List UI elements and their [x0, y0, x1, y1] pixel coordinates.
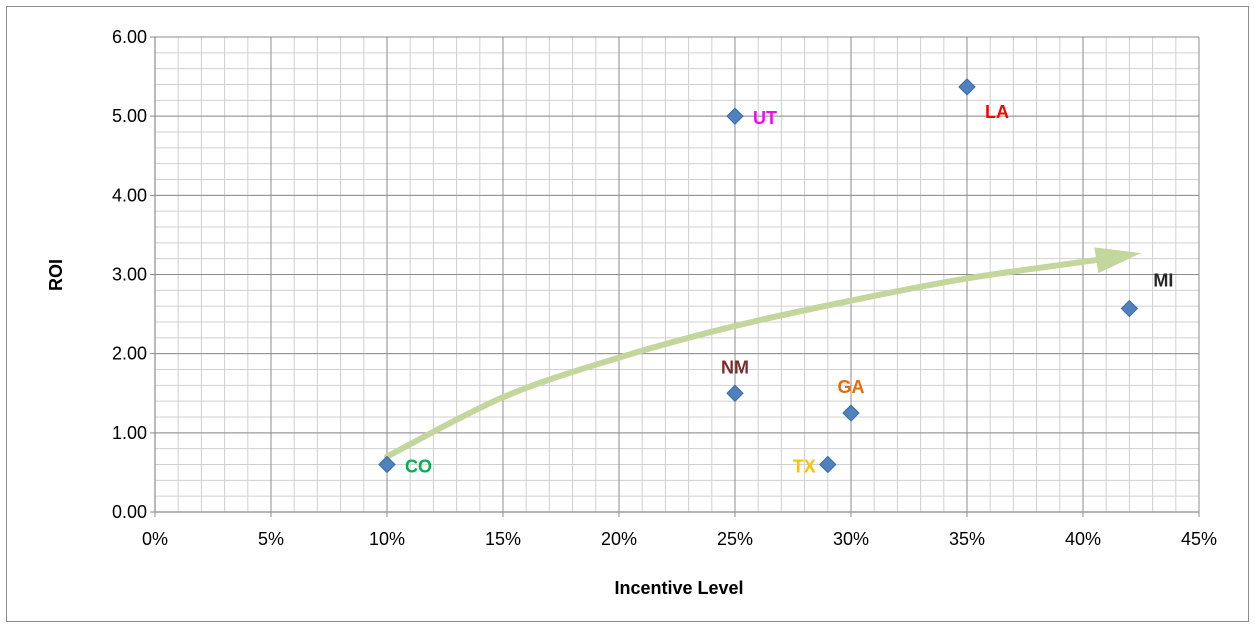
data-point-mi	[1120, 299, 1139, 318]
y-tick-label: 3.00	[112, 265, 147, 285]
trend-arrow-head	[1094, 247, 1141, 274]
axes	[154, 37, 1199, 513]
point-label-co: CO	[405, 457, 432, 477]
data-point-co	[378, 455, 396, 474]
point-label-nm: NM	[721, 357, 749, 377]
y-tick-label: 5.00	[112, 106, 147, 126]
x-tick-label: 40%	[1065, 529, 1101, 549]
data-point-ut	[726, 107, 744, 125]
chart-frame: 0% 5% 10% 15% 20% 25% 30% 35% 40% 45% 0.00 1.00 2.0…	[6, 6, 1249, 622]
y-tick-label: 1.00	[112, 423, 147, 443]
data-point-nm	[726, 384, 744, 402]
point-label-la: LA	[985, 102, 1009, 122]
x-tick-label: 5%	[258, 529, 284, 549]
point-labels: CO UT NM TX GA LA MI	[405, 102, 1173, 477]
x-tick-label: 20%	[601, 529, 637, 549]
x-axis-title: Incentive Level	[614, 578, 743, 598]
major-gridlines	[150, 36, 1200, 517]
scatter-chart: 0% 5% 10% 15% 20% 25% 30% 35% 40% 45% 0.00 1.00 2.0…	[46, 27, 1217, 598]
x-tick-labels: 0% 5% 10% 15% 20% 25% 30% 35% 40% 45%	[142, 529, 1217, 549]
trend-arrow	[384, 247, 1141, 460]
point-label-ut: UT	[753, 108, 777, 128]
y-tick-label: 6.00	[112, 27, 147, 47]
x-tick-label: 45%	[1181, 529, 1217, 549]
point-label-tx: TX	[793, 457, 816, 477]
data-point-la	[958, 78, 976, 96]
data-point-tx	[819, 455, 837, 474]
y-axis-title: ROI	[46, 259, 66, 291]
y-tick-label: 0.00	[112, 502, 147, 522]
x-tick-label: 35%	[949, 529, 985, 549]
trend-arrow-shaft	[384, 255, 1110, 460]
x-tick-label: 0%	[142, 529, 168, 549]
x-tick-label: 25%	[717, 529, 753, 549]
point-label-ga: GA	[838, 377, 865, 397]
point-label-mi: MI	[1153, 271, 1173, 291]
x-tick-label: 30%	[833, 529, 869, 549]
y-tick-label: 4.00	[112, 185, 147, 205]
x-tick-label: 15%	[485, 529, 521, 549]
data-points	[378, 78, 1139, 474]
y-tick-labels: 0.00 1.00 2.00 3.00 4.00 5.00 6.00	[112, 27, 147, 522]
data-point-ga	[842, 404, 860, 422]
x-tick-label: 10%	[369, 529, 405, 549]
y-tick-label: 2.00	[112, 344, 147, 364]
